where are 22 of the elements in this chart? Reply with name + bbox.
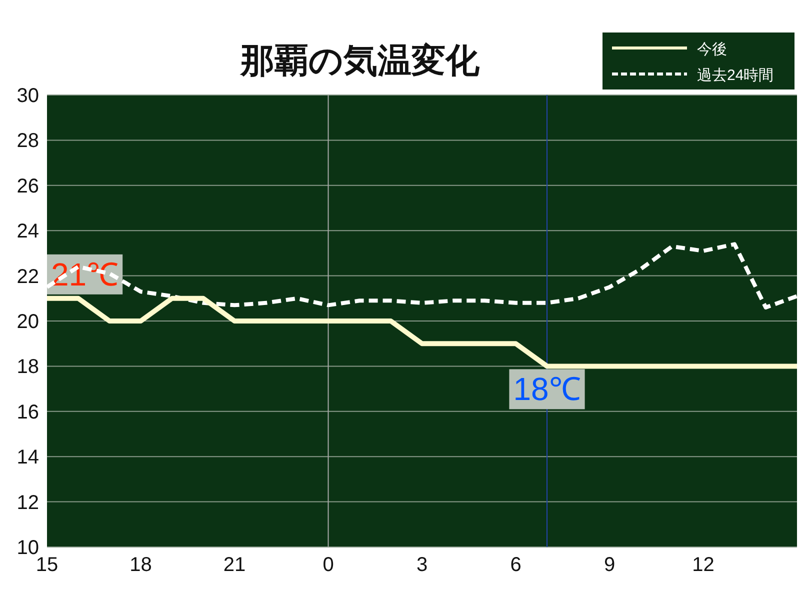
chart-title: 那覇の気温変化 bbox=[240, 42, 480, 80]
x-tick-label: 12 bbox=[692, 554, 714, 576]
y-tick-label: 24 bbox=[16, 220, 39, 243]
y-tick-label: 20 bbox=[16, 311, 39, 333]
y-tick-label: 22 bbox=[16, 266, 39, 288]
x-tick-label: 6 bbox=[510, 554, 522, 576]
x-tick-label: 3 bbox=[416, 554, 428, 576]
y-tick-label: 14 bbox=[16, 446, 39, 469]
annotation: 18℃ bbox=[513, 371, 581, 408]
y-tick-label: 26 bbox=[16, 175, 39, 198]
x-tick-label: 21 bbox=[223, 554, 246, 576]
y-tick-label: 16 bbox=[16, 401, 39, 424]
y-tick-label: 30 bbox=[16, 85, 39, 107]
x-tick-label: 18 bbox=[130, 554, 152, 576]
y-tick-label: 28 bbox=[16, 130, 39, 152]
line-series bbox=[45, 242, 799, 310]
legend-label: 今後 bbox=[697, 41, 727, 58]
x-tick-label: 9 bbox=[604, 554, 616, 576]
legend-label: 過去24時間 bbox=[697, 67, 774, 84]
x-tick-label: 0 bbox=[322, 554, 334, 576]
y-tick-label: 18 bbox=[16, 356, 39, 378]
y-tick-label: 12 bbox=[16, 492, 39, 514]
